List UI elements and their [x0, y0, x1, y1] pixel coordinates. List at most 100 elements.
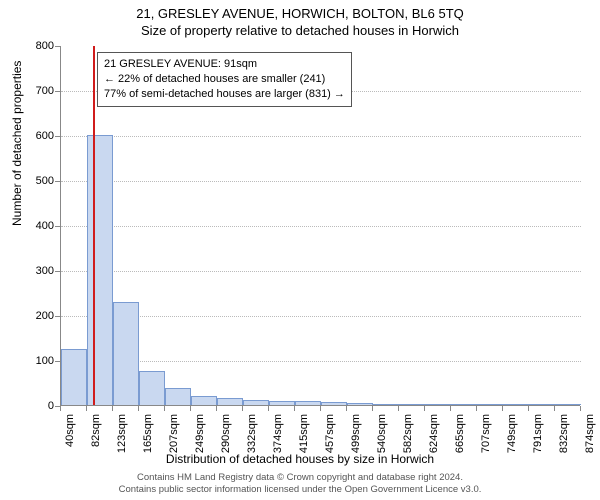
footer: Contains HM Land Registry data © Crown c… — [0, 472, 600, 496]
xtick-label: 415sqm — [298, 414, 310, 453]
xtick-label: 374sqm — [272, 414, 284, 453]
xtick-mark — [164, 406, 165, 411]
xtick-label: 832sqm — [558, 414, 570, 453]
ytick-mark — [55, 271, 60, 272]
histogram-bar — [139, 371, 165, 405]
info-box: 21 GRESLEY AVENUE: 91sqm ← 22% of detach… — [97, 52, 352, 107]
xtick-label: 874sqm — [584, 414, 596, 453]
xtick-mark — [268, 406, 269, 411]
x-axis-label: Distribution of detached houses by size … — [0, 452, 600, 466]
ytick-label: 800 — [36, 40, 54, 52]
xtick-label: 165sqm — [142, 414, 154, 453]
xtick-mark — [294, 406, 295, 411]
page-title-line2: Size of property relative to detached ho… — [0, 21, 600, 38]
histogram-bar — [529, 404, 555, 405]
histogram-bar — [503, 404, 529, 405]
histogram-bar — [347, 403, 373, 405]
xtick-mark — [320, 406, 321, 411]
xtick-mark — [86, 406, 87, 411]
histogram-bar — [191, 396, 217, 405]
ytick-mark — [55, 46, 60, 47]
xtick-mark — [398, 406, 399, 411]
gridline — [61, 271, 581, 272]
histogram-bar — [243, 400, 269, 405]
histogram-bar — [425, 404, 451, 405]
histogram-bar — [113, 302, 139, 406]
xtick-mark — [502, 406, 503, 411]
plot-region: 21 GRESLEY AVENUE: 91sqm ← 22% of detach… — [60, 46, 580, 406]
footer-line2: Contains public sector information licen… — [0, 484, 600, 496]
histogram-bar — [165, 388, 191, 405]
histogram-bar — [295, 401, 321, 405]
ytick-mark — [55, 226, 60, 227]
xtick-mark — [242, 406, 243, 411]
page-title-line1: 21, GRESLEY AVENUE, HORWICH, BOLTON, BL6… — [0, 0, 600, 21]
xtick-label: 457sqm — [324, 414, 336, 453]
chart-area: 21 GRESLEY AVENUE: 91sqm ← 22% of detach… — [60, 46, 580, 406]
ytick-mark — [55, 181, 60, 182]
info-line3: 77% of semi-detached houses are larger (… — [104, 87, 345, 102]
histogram-bar — [61, 349, 87, 405]
ytick-label: 100 — [36, 355, 54, 367]
ytick-mark — [55, 91, 60, 92]
xtick-mark — [476, 406, 477, 411]
ytick-label: 400 — [36, 220, 54, 232]
info-line2: ← 22% of detached houses are smaller (24… — [104, 72, 345, 87]
xtick-label: 707sqm — [480, 414, 492, 453]
xtick-label: 82sqm — [90, 414, 102, 447]
gridline — [61, 226, 581, 227]
xtick-label: 665sqm — [454, 414, 466, 453]
xtick-label: 123sqm — [116, 414, 128, 453]
xtick-label: 582sqm — [402, 414, 414, 453]
xtick-mark — [190, 406, 191, 411]
histogram-bar — [373, 404, 399, 405]
xtick-mark — [580, 406, 581, 411]
xtick-label: 207sqm — [168, 414, 180, 453]
xtick-label: 749sqm — [506, 414, 518, 453]
xtick-mark — [424, 406, 425, 411]
xtick-mark — [216, 406, 217, 411]
xtick-label: 540sqm — [376, 414, 388, 453]
ytick-label: 200 — [36, 310, 54, 322]
ytick-mark — [55, 361, 60, 362]
property-marker-line — [93, 46, 95, 405]
xtick-mark — [554, 406, 555, 411]
histogram-bar — [477, 404, 503, 405]
ytick-label: 0 — [48, 400, 54, 412]
xtick-mark — [372, 406, 373, 411]
xtick-label: 249sqm — [194, 414, 206, 453]
xtick-label: 791sqm — [532, 414, 544, 453]
xtick-label: 40sqm — [64, 414, 76, 447]
xtick-label: 624sqm — [428, 414, 440, 453]
histogram-bar — [321, 402, 347, 405]
histogram-bar — [217, 398, 243, 405]
histogram-bar — [269, 401, 295, 405]
xtick-mark — [450, 406, 451, 411]
gridline — [61, 181, 581, 182]
gridline — [61, 361, 581, 362]
footer-line1: Contains HM Land Registry data © Crown c… — [0, 472, 600, 484]
xtick-label: 290sqm — [220, 414, 232, 453]
gridline — [61, 316, 581, 317]
xtick-label: 332sqm — [246, 414, 258, 453]
ytick-mark — [55, 316, 60, 317]
y-axis-label: Number of detached properties — [10, 61, 24, 226]
gridline — [61, 136, 581, 137]
info-line1: 21 GRESLEY AVENUE: 91sqm — [104, 57, 345, 72]
xtick-label: 499sqm — [350, 414, 362, 453]
chart-container: 21, GRESLEY AVENUE, HORWICH, BOLTON, BL6… — [0, 0, 600, 500]
histogram-bar — [451, 404, 477, 405]
histogram-bar — [555, 404, 581, 405]
xtick-mark — [60, 406, 61, 411]
ytick-label: 500 — [36, 175, 54, 187]
histogram-bar — [399, 404, 425, 405]
ytick-label: 700 — [36, 85, 54, 97]
ytick-label: 600 — [36, 130, 54, 142]
ytick-label: 300 — [36, 265, 54, 277]
xtick-mark — [138, 406, 139, 411]
ytick-mark — [55, 136, 60, 137]
histogram-bar — [87, 135, 113, 405]
xtick-mark — [112, 406, 113, 411]
xtick-mark — [528, 406, 529, 411]
xtick-mark — [346, 406, 347, 411]
